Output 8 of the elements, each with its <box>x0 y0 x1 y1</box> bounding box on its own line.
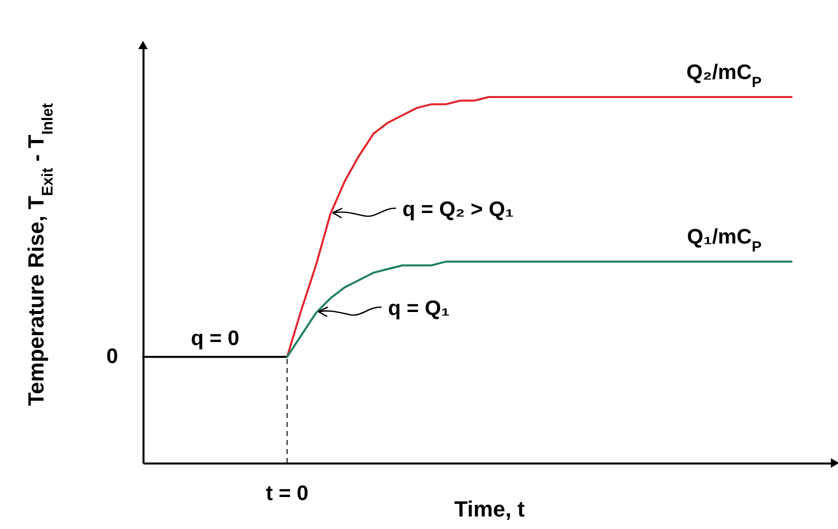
annotation: q = Q₁ <box>388 296 450 320</box>
text: t = 0 <box>266 482 308 505</box>
series-label: Q₂/mC$_{P}$ <box>686 60 762 91</box>
text: 0 <box>106 344 118 368</box>
annotation: q = 0 <box>190 326 240 350</box>
annotation: q = Q₂ > Q₁ <box>402 198 514 222</box>
series-label: Q₁/mC$_{P}$ <box>687 226 762 256</box>
x-axis-title: Time, t <box>454 496 526 522</box>
